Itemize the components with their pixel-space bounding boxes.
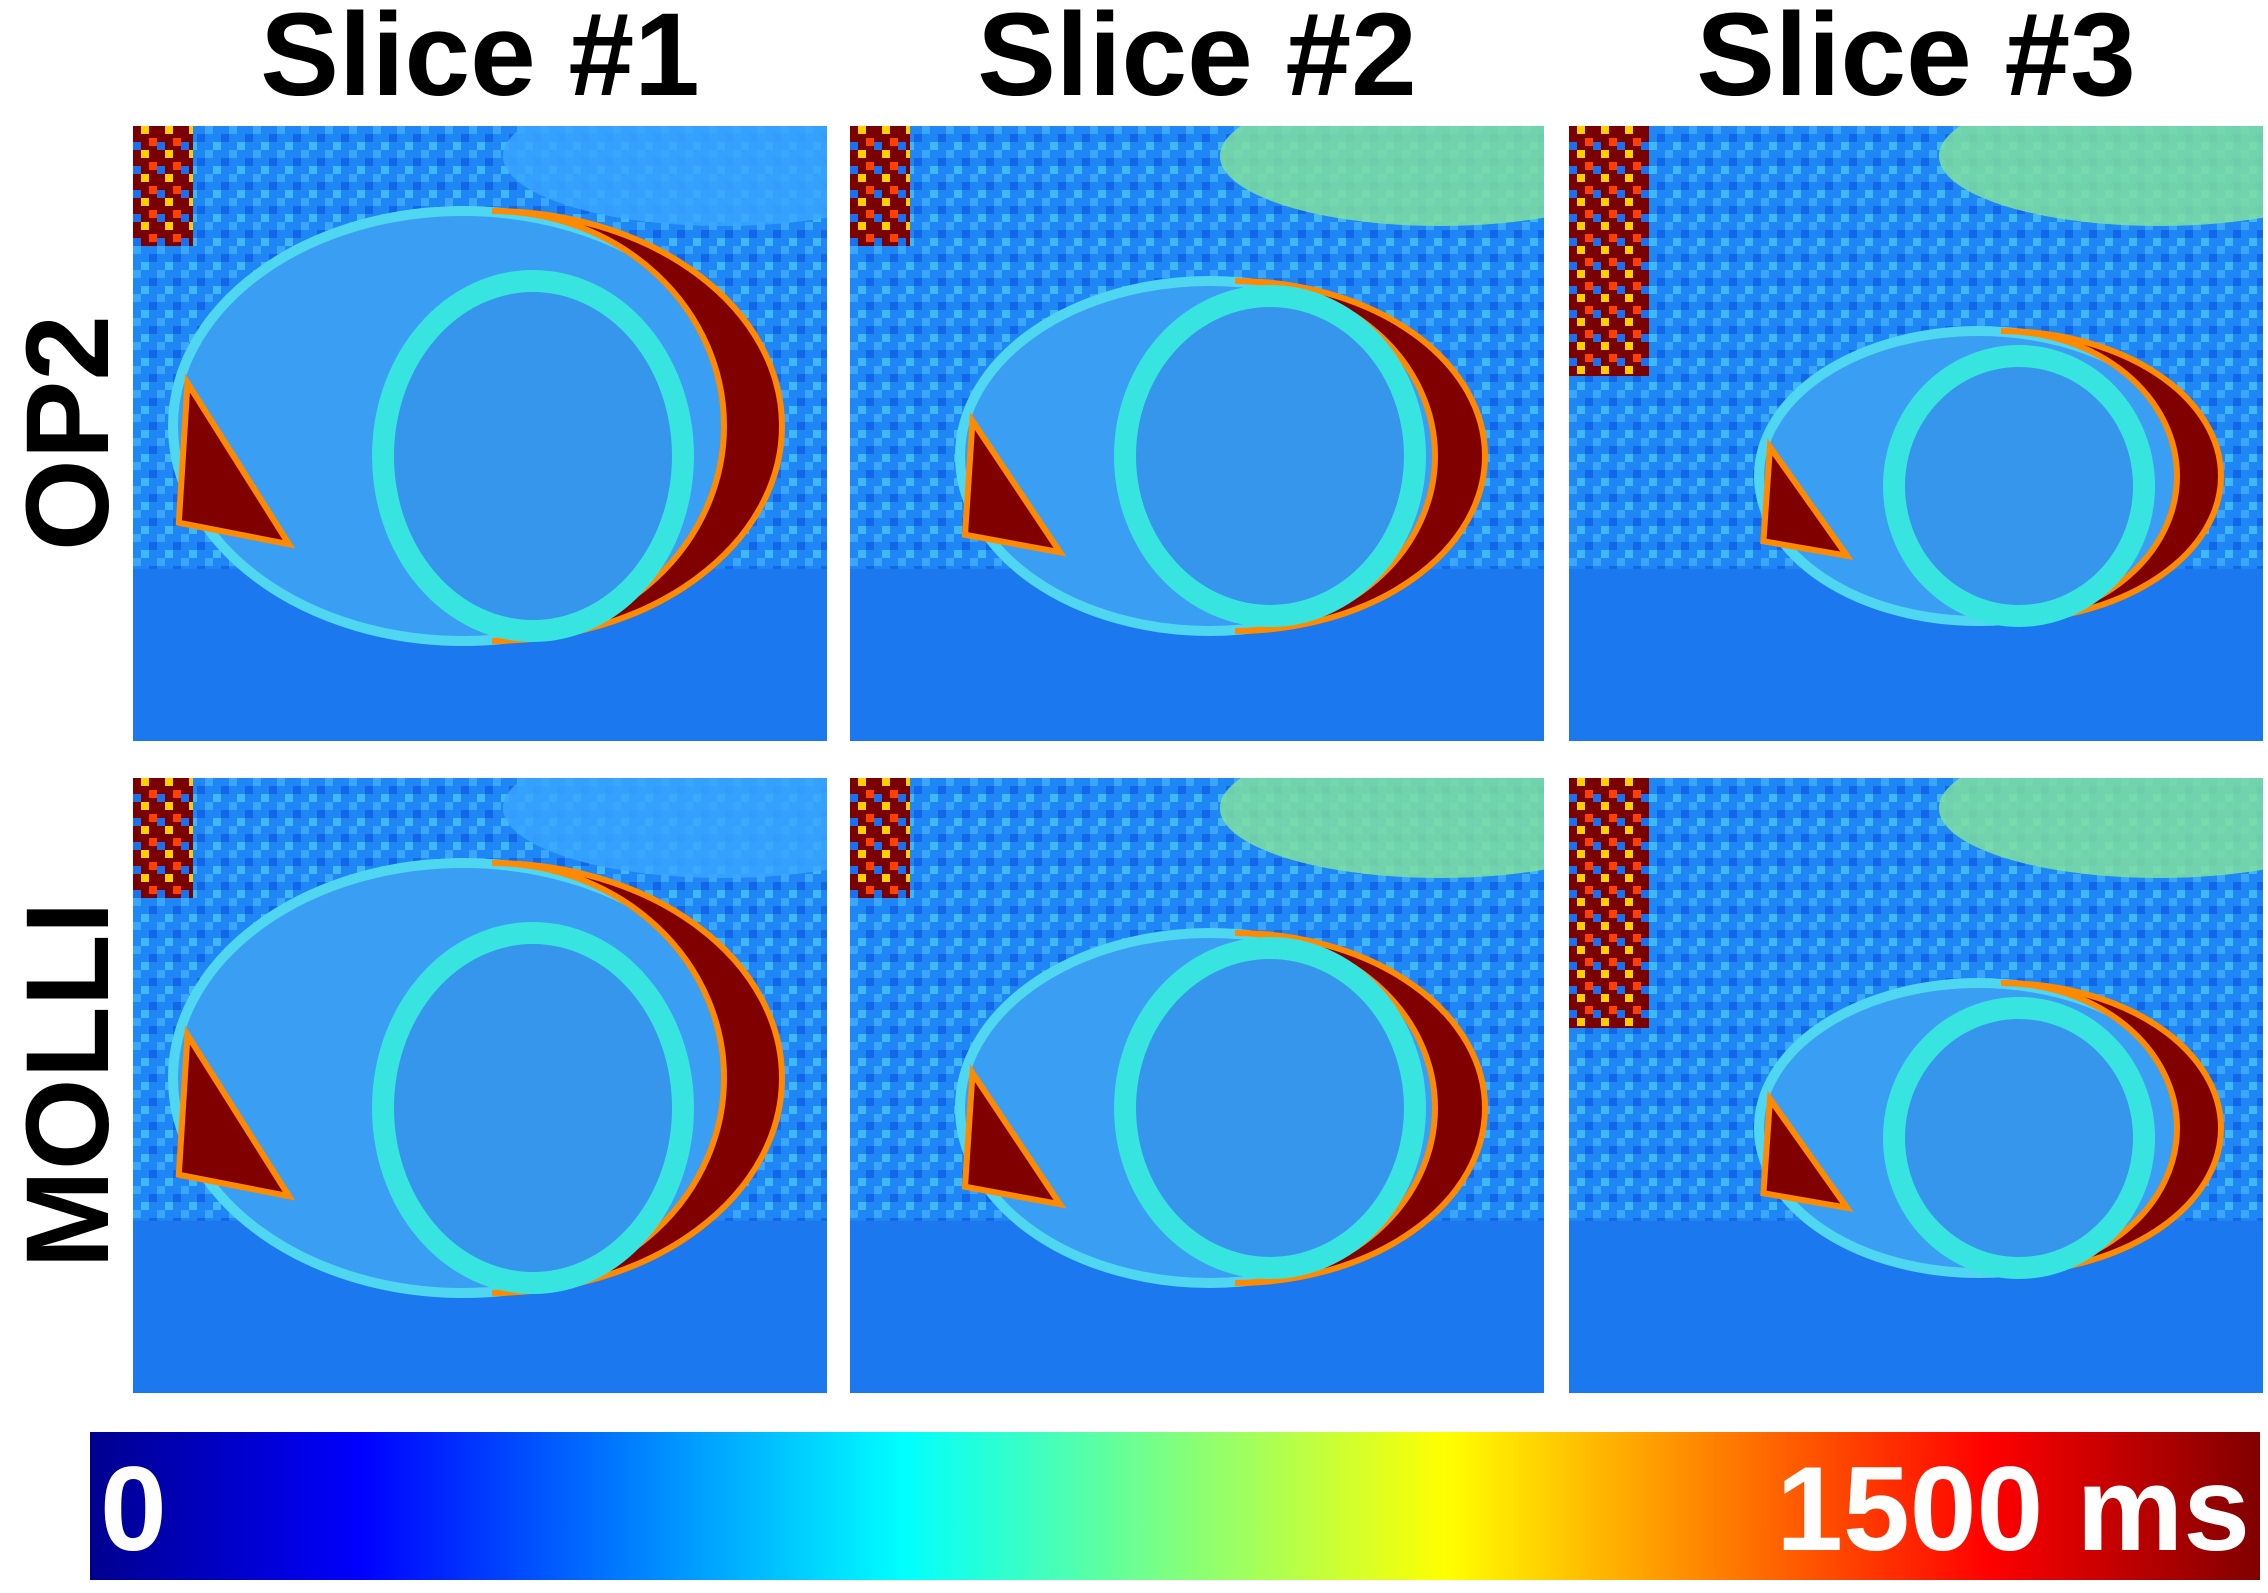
map-image xyxy=(850,126,1544,741)
column-header: Slice #3 xyxy=(1696,0,2136,121)
row-label: OP2 xyxy=(2,315,134,551)
map-panel xyxy=(850,126,1544,741)
map-panel xyxy=(1569,778,2263,1393)
column-header: Slice #1 xyxy=(260,0,700,121)
column-header: Slice #2 xyxy=(977,0,1417,121)
map-image xyxy=(1569,126,2263,741)
image-grid xyxy=(133,126,2263,1393)
map-image xyxy=(133,778,827,1393)
map-panel xyxy=(850,778,1544,1393)
map-image xyxy=(1569,778,2263,1393)
map-panel xyxy=(133,126,827,741)
map-image xyxy=(850,778,1544,1393)
row-label: MOLLI xyxy=(2,901,134,1268)
map-panel xyxy=(133,778,827,1393)
colorbar xyxy=(90,1432,2260,1580)
colorbar-min-label: 0 xyxy=(100,1442,167,1576)
map-image xyxy=(133,126,827,741)
colorbar-max-label: 1500 ms xyxy=(1776,1442,2250,1576)
map-panel xyxy=(1569,126,2263,741)
